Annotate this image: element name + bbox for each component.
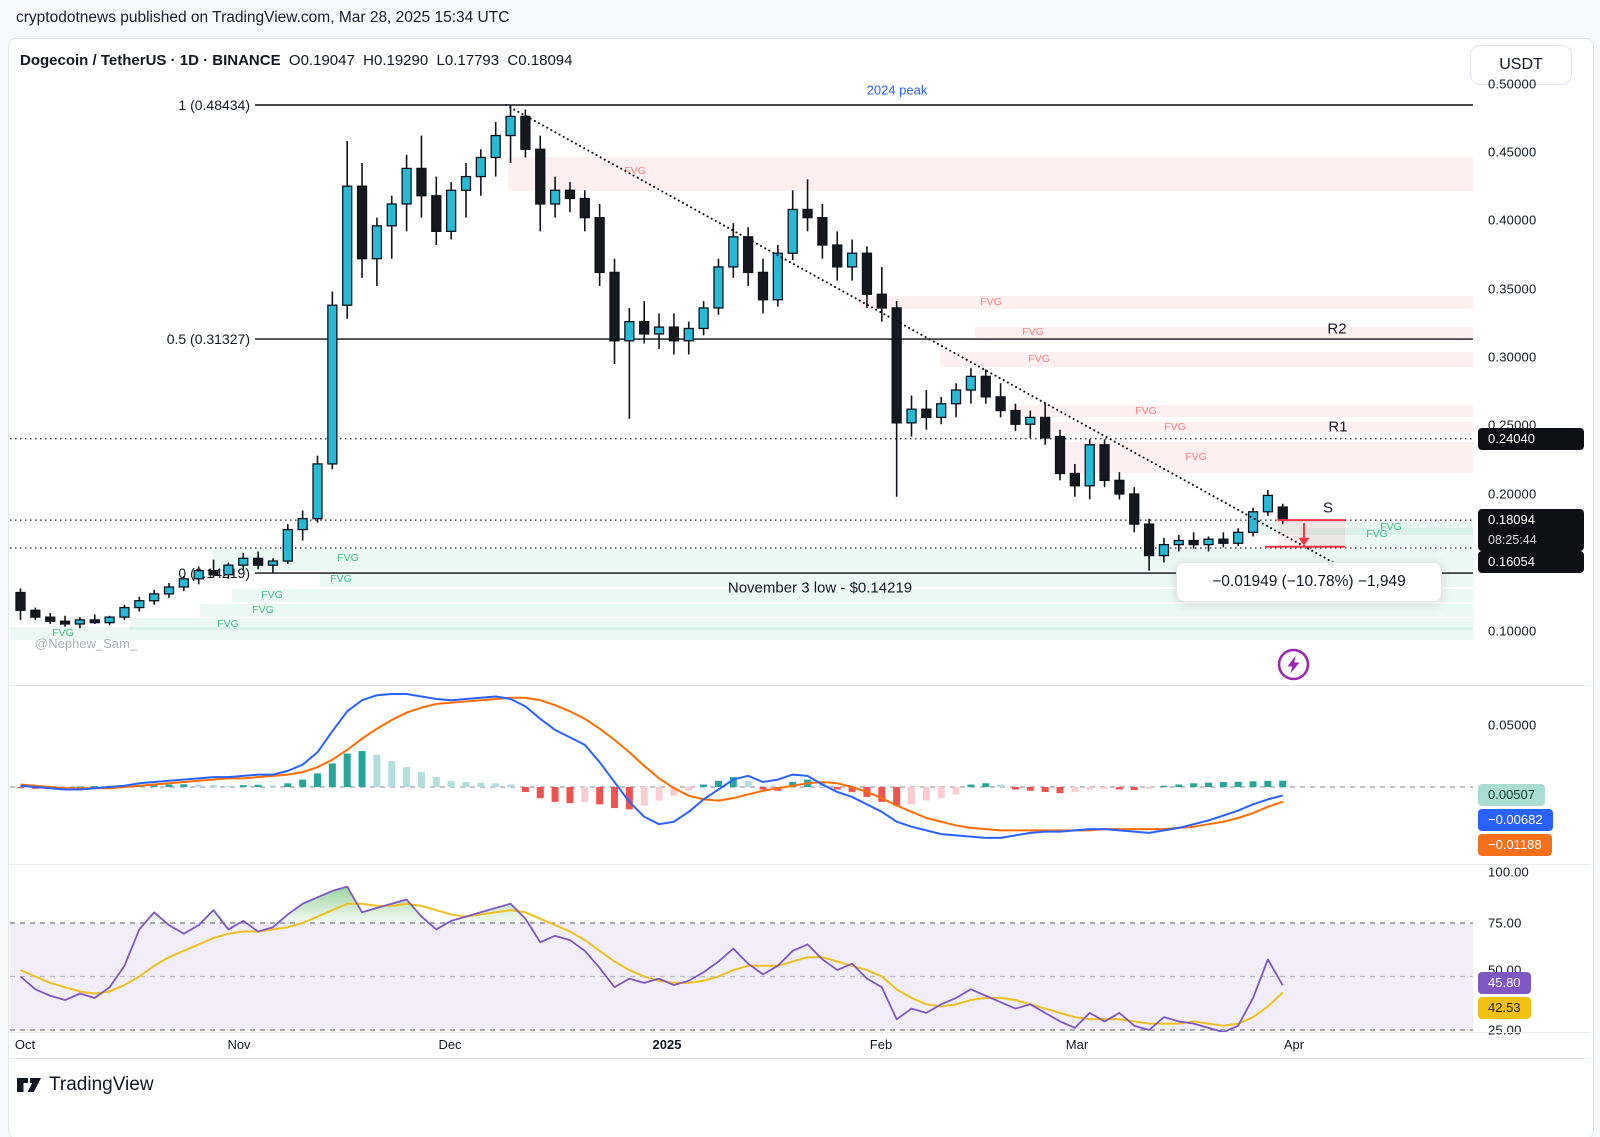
november-low-label: November 3 low - $0.14219 xyxy=(727,579,913,597)
pane-divider xyxy=(9,864,1591,865)
price-axis-badge: 0.00507 xyxy=(1478,784,1545,806)
ohlc-readout: O0.19047 H0.19290 L0.17793 C0.18094 xyxy=(288,52,573,69)
fvg-label: FVG xyxy=(217,618,239,630)
boost-lightning-icon[interactable] xyxy=(1275,646,1312,683)
fvg-label: FVG xyxy=(337,552,359,564)
price-axis-tick: 0.05000 xyxy=(1488,717,1537,733)
pane-divider xyxy=(9,1058,1591,1059)
price-axis-tick: 100.00 xyxy=(1488,864,1529,880)
price-axis-tick: 0.10000 xyxy=(1488,623,1537,639)
price-axis-badge: −0.01188 xyxy=(1478,834,1552,856)
price-axis-tick: 0.50000 xyxy=(1488,76,1537,92)
time-axis-label: Feb xyxy=(869,1037,893,1052)
time-axis-label: Apr xyxy=(1283,1037,1305,1052)
time-axis-label: Nov xyxy=(227,1037,251,1052)
tradingview-logo-text: TradingView xyxy=(49,1074,154,1095)
fvg-label: FVG xyxy=(52,627,74,639)
price-axis-tick: 0.20000 xyxy=(1488,486,1537,502)
price-axis-tick: 0.30000 xyxy=(1488,349,1537,365)
time-axis-label: Oct xyxy=(14,1037,36,1052)
price-axis-badge: 42.53 xyxy=(1478,997,1531,1019)
price-axis-tick: 25.00 xyxy=(1488,1022,1522,1038)
fvg-label: FVG xyxy=(330,573,352,585)
price-axis-badge: 0.18094 xyxy=(1478,509,1584,531)
fib-level-label: 0.5 (0.31327) xyxy=(166,331,250,348)
price-axis-tick: 0.40000 xyxy=(1488,212,1537,228)
price-axis-badge: 08:25:44 xyxy=(1478,529,1584,551)
price-axis-badge: −0.00682 xyxy=(1478,809,1553,831)
currency-toggle-button[interactable]: USDT xyxy=(1470,45,1572,85)
time-axis-label: Mar xyxy=(1065,1037,1089,1052)
pane-divider xyxy=(9,685,1591,686)
price-axis-tick: 0.45000 xyxy=(1488,144,1537,160)
measure-tooltip: −0.01949 (−10.78%) −1,949 xyxy=(1176,562,1442,602)
time-axis-label: 2025 xyxy=(652,1037,682,1052)
symbol-title-row: Dogecoin / TetherUS · 1D · BINANCE O0.19… xyxy=(20,52,573,69)
pane-divider xyxy=(9,1032,1591,1033)
fvg-label: FVG xyxy=(252,604,274,616)
price-axis-badge: 0.24040 xyxy=(1478,428,1584,450)
time-axis-label: Dec xyxy=(438,1037,462,1052)
attribution-header: cryptodotnews published on TradingView.c… xyxy=(16,9,510,26)
fib-level-label: 1 (0.48434) xyxy=(178,97,250,113)
price-axis-badge: 45.80 xyxy=(1478,972,1531,994)
fvg-label: FVG xyxy=(1366,528,1388,540)
price-axis-tick: 0.35000 xyxy=(1488,281,1537,297)
fvg-label: FVG xyxy=(1380,521,1402,533)
tradingview-logo-icon xyxy=(17,1078,41,1092)
author-watermark: @Nephew_Sam_ xyxy=(35,636,138,651)
fvg-label: FVG xyxy=(261,589,283,601)
symbol-name: Dogecoin / TetherUS · 1D · BINANCE xyxy=(20,52,281,69)
price-axis-badge: 0.16054 xyxy=(1478,551,1584,573)
price-axis-tick: 75.00 xyxy=(1488,915,1522,931)
tradingview-logo[interactable]: TradingView xyxy=(16,1073,154,1097)
peak-2024-label: 2024 peak xyxy=(866,82,928,98)
